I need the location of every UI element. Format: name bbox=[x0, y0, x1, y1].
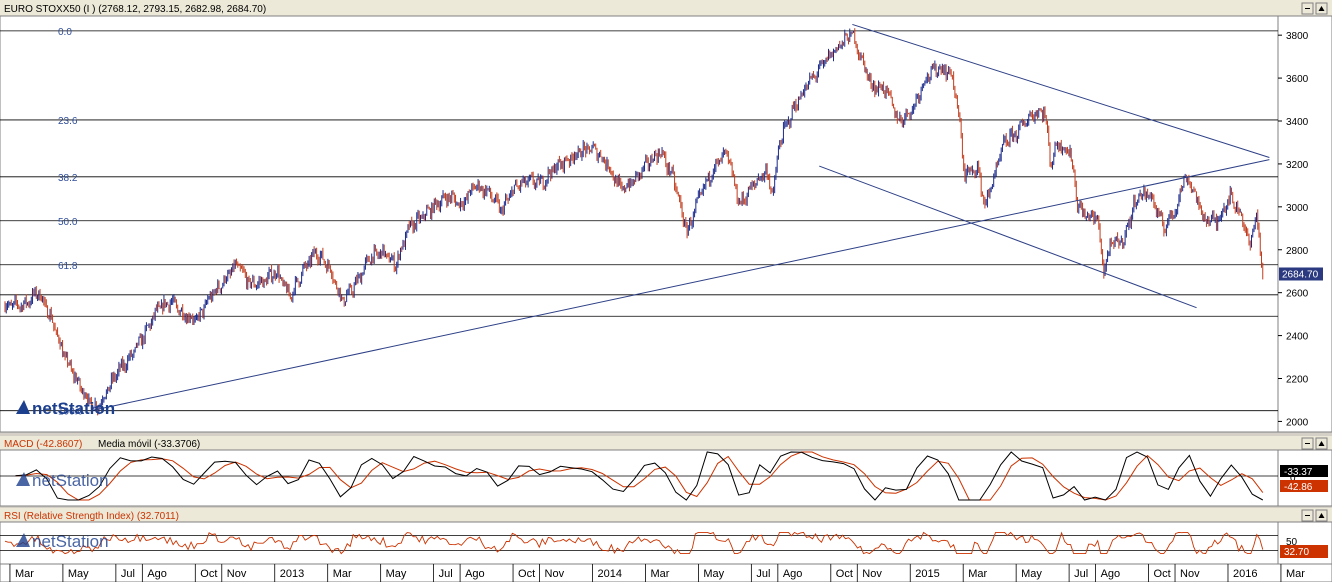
macd-plot-area bbox=[0, 449, 1279, 507]
last-price-badge: 2684.70 bbox=[1279, 267, 1323, 281]
xtick-label-11: Oct bbox=[518, 568, 535, 580]
macd-signal-badge: -33.37 bbox=[1280, 465, 1328, 478]
rsi-lines bbox=[0, 531, 1278, 555]
ytick-label-2200: 2200 bbox=[1286, 375, 1309, 386]
xtick-label-12: Nov bbox=[545, 568, 565, 580]
main-plot-area bbox=[0, 15, 1279, 433]
fib-label-3: 50.0 bbox=[58, 217, 78, 228]
rsi-restore-button[interactable] bbox=[1301, 509, 1314, 522]
macd-lines bbox=[0, 451, 1278, 501]
macd-restore-button[interactable] bbox=[1301, 437, 1314, 450]
netstation-logo-icon-rsi bbox=[16, 533, 30, 547]
macd-value-badge: -42.86 bbox=[1280, 480, 1328, 493]
xtick-label-14: Mar bbox=[650, 568, 669, 580]
netstation-logo-icon-macd bbox=[16, 472, 30, 486]
xtick-label-26: Nov bbox=[1180, 568, 1200, 580]
xtick-label-1: May bbox=[68, 568, 89, 580]
ytick-label-3600: 3600 bbox=[1286, 74, 1309, 85]
xtick-label-5: Nov bbox=[227, 568, 247, 580]
trendline-long-uptrend bbox=[90, 159, 1270, 412]
fib-label-4: 61.8 bbox=[58, 261, 78, 272]
ytick-label-3000: 3000 bbox=[1286, 203, 1309, 214]
rsi-tick-50: 50 bbox=[1286, 537, 1298, 548]
ytick-label-3800: 3800 bbox=[1286, 31, 1309, 42]
macd-signal-value: -33.37 bbox=[1284, 467, 1313, 478]
rsi-watermark: netStation bbox=[16, 532, 109, 551]
rsi-value-badge: 32.70 bbox=[1280, 545, 1328, 558]
ytick-label-2000: 2000 bbox=[1286, 417, 1309, 428]
macd-signal-title: Media móvil (-33.3706) bbox=[98, 439, 200, 450]
xtick-label-22: May bbox=[1021, 568, 1042, 580]
netstation-logo-icon bbox=[16, 400, 30, 414]
xtick-label-0: Mar bbox=[15, 568, 34, 580]
main-restore-button[interactable] bbox=[1301, 2, 1314, 15]
fib-label-1: 23.6 bbox=[58, 116, 78, 127]
ytick-label-2600: 2600 bbox=[1286, 289, 1309, 300]
xtick-label-24: Ago bbox=[1101, 568, 1121, 580]
macd-axis bbox=[1277, 449, 1332, 507]
macd-zero-tick: 0 bbox=[1290, 473, 1296, 484]
main-watermark: netStation bbox=[16, 399, 115, 418]
xtick-label-4: Oct bbox=[200, 568, 217, 580]
rsi-watermark-text: netStation bbox=[32, 532, 109, 551]
price-axis-ticks: 2000 2200 2400 2600 2800 3000 3200 3400 3600 3800 bbox=[1278, 31, 1309, 428]
xtick-label-23: Jul bbox=[1074, 568, 1088, 580]
xtick-label-13: 2014 bbox=[597, 568, 621, 580]
fib-label-2: 38.2 bbox=[58, 173, 78, 184]
xtick-label-3: Ago bbox=[147, 568, 167, 580]
xtick-label-8: May bbox=[386, 568, 407, 580]
xtick-label-10: Ago bbox=[465, 568, 485, 580]
xtick-label-15: May bbox=[703, 568, 724, 580]
main-price-axis bbox=[1277, 15, 1332, 433]
time-axis-labels: Mar May Jul Ago Oct Nov 2013 Mar May Jul Ago Oct Nov… bbox=[9, 564, 1305, 582]
trendline-lower-channel bbox=[819, 165, 1197, 309]
xtick-label-7: Mar bbox=[333, 568, 352, 580]
xtick-label-20: 2015 bbox=[915, 568, 939, 580]
ytick-label-3200: 3200 bbox=[1286, 160, 1309, 171]
main-maximize-button[interactable] bbox=[1315, 2, 1328, 15]
ytick-label-3400: 3400 bbox=[1286, 117, 1309, 128]
rsi-value: 32.70 bbox=[1284, 547, 1309, 558]
xtick-label-18: Oct bbox=[836, 568, 853, 580]
xtick-label-2: Jul bbox=[121, 568, 135, 580]
rsi-line-path bbox=[4, 531, 1264, 555]
rsi-maximize-button[interactable] bbox=[1315, 509, 1328, 522]
xtick-label-9: Jul bbox=[439, 568, 453, 580]
ytick-label-2400: 2400 bbox=[1286, 332, 1309, 343]
trendline-upper-channel bbox=[852, 23, 1270, 158]
main-watermark-text: netStation bbox=[32, 399, 115, 418]
macd-line-path bbox=[15, 451, 1264, 501]
trendlines bbox=[90, 23, 1270, 412]
main-title-bar bbox=[0, 0, 1332, 16]
xtick-label-25: Oct bbox=[1154, 568, 1171, 580]
xtick-label-21: Mar bbox=[968, 568, 987, 580]
last-price-label: 2684.70 bbox=[1282, 269, 1319, 280]
fibonacci-levels: 0.0 23.6 38.2 50.0 61.8 100.0 bbox=[0, 27, 1278, 418]
price-candles bbox=[4, 28, 1264, 416]
rsi-plot-area bbox=[0, 521, 1279, 565]
macd-signal-path bbox=[15, 451, 1264, 501]
macd-watermark-text: netStation bbox=[32, 471, 109, 490]
rsi-title: RSI (Relative Strength Index) (32.7011) bbox=[4, 511, 179, 522]
macd-watermark: netStation bbox=[16, 471, 109, 490]
fib-label-0: 0.0 bbox=[58, 27, 72, 38]
macd-value: -42.86 bbox=[1284, 482, 1313, 493]
xtick-label-27: 2016 bbox=[1233, 568, 1257, 580]
ytick-label-2800: 2800 bbox=[1286, 246, 1309, 257]
xtick-label-6: 2013 bbox=[280, 568, 304, 580]
main-title: EURO STOXX50 (I ) (2768.12, 2793.15, 268… bbox=[4, 4, 266, 15]
xtick-label-17: Ago bbox=[783, 568, 803, 580]
fib-label-7: 100.0 bbox=[58, 407, 83, 418]
xtick-label-19: Nov bbox=[862, 568, 882, 580]
macd-maximize-button[interactable] bbox=[1315, 437, 1328, 450]
xtick-label-16: Jul bbox=[756, 568, 770, 580]
rsi-title-bar bbox=[0, 508, 1332, 522]
macd-title: MACD (-42.8607) bbox=[4, 439, 82, 450]
xtick-label-28: Mar bbox=[1286, 568, 1305, 580]
macd-title-bar bbox=[0, 436, 1332, 450]
